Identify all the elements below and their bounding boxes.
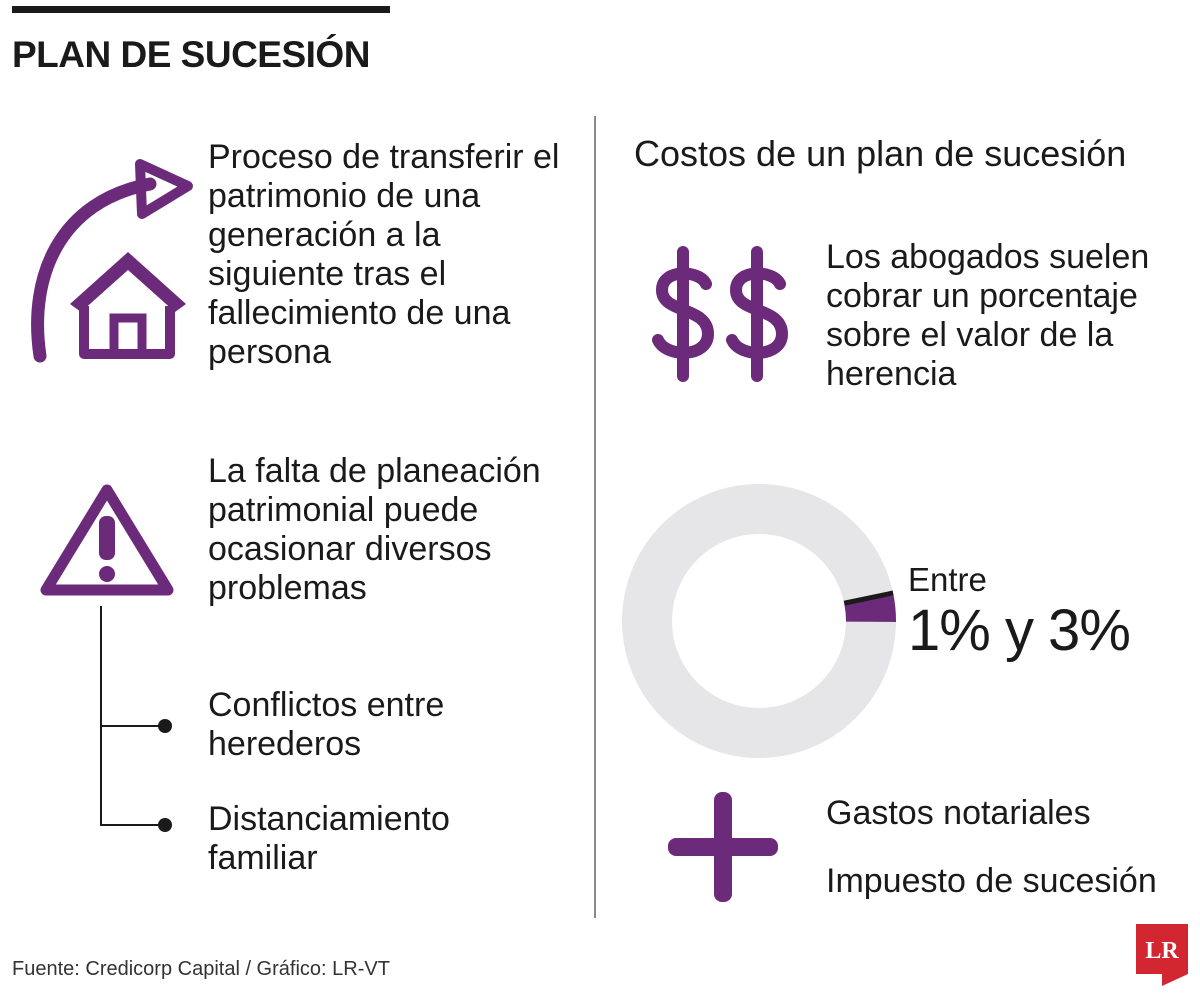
bullet-dot bbox=[158, 818, 172, 832]
page-title: PLAN DE SUCESIÓN bbox=[12, 34, 370, 75]
ring-segment-marker bbox=[843, 590, 894, 606]
problem-item: Conflictos entre herederos bbox=[208, 686, 445, 763]
percentage-ring bbox=[622, 484, 896, 758]
source-credit: Fuente: Credicorp Capital / Gráfico: LR-… bbox=[12, 958, 390, 980]
house-with-arrow-icon bbox=[31, 159, 193, 363]
extra-cost-item: Impuesto de sucesión bbox=[826, 862, 1157, 900]
ring-track bbox=[622, 484, 896, 758]
ring-segment-fee bbox=[844, 595, 896, 622]
costs-heading: Costos de un plan de sucesión bbox=[634, 133, 1127, 174]
extra-cost-item: Gastos notariales bbox=[826, 794, 1091, 832]
lr-logo: LR bbox=[1136, 924, 1188, 986]
warning-triangle-icon bbox=[40, 484, 174, 596]
plus-icon bbox=[668, 792, 778, 902]
problem-tree-connector bbox=[100, 606, 102, 826]
lawyers-text: Los abogados suelen cobrar un porcentaje… bbox=[826, 238, 1150, 393]
range-prefix: Entre bbox=[908, 561, 987, 598]
svg-text:LR: LR bbox=[1145, 938, 1179, 964]
bullet-dot bbox=[158, 719, 172, 733]
column-divider bbox=[594, 116, 596, 918]
problem-item: Distanciamiento familiar bbox=[208, 800, 450, 877]
range-value: 1% y 3% bbox=[908, 598, 1131, 663]
dollar-signs-icon bbox=[652, 246, 789, 382]
problem-tree-branch bbox=[100, 725, 162, 727]
definition-text: Proceso de transferir el patrimonio de u… bbox=[208, 138, 560, 371]
problem-tree-branch bbox=[100, 824, 162, 826]
warning-text: La falta de planeación patrimonial puede… bbox=[208, 452, 541, 607]
title-bar-rule bbox=[12, 6, 390, 13]
